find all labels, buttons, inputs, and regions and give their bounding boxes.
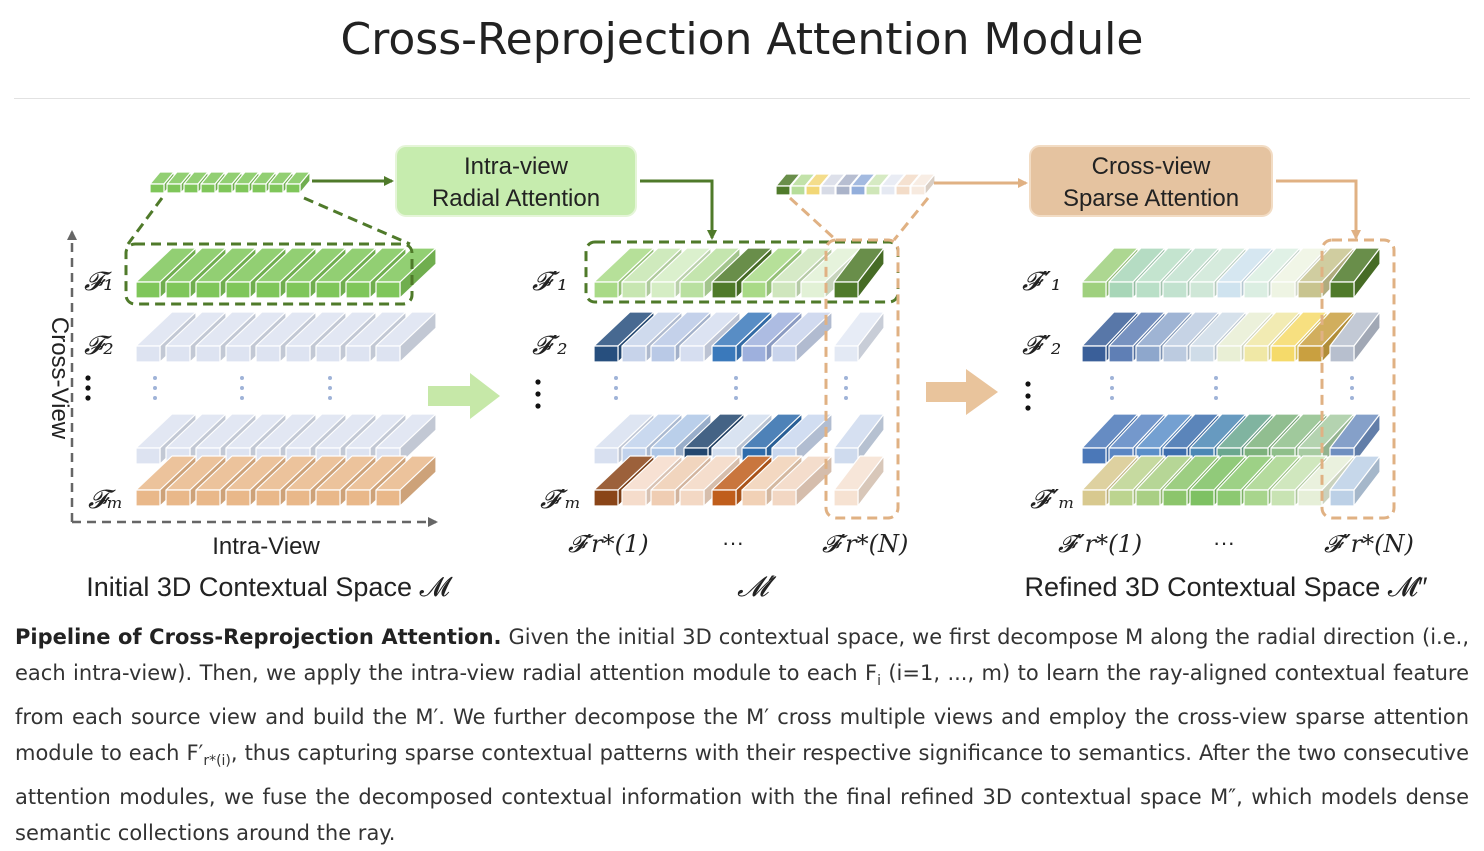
module1-line1: Intra-view — [464, 153, 569, 180]
stage1-f1-highlight — [124, 242, 414, 306]
title-divider — [14, 98, 1470, 99]
cross-view-axis-label: Cross-View — [46, 317, 73, 440]
pipeline-diagram: Cross-View Intra-View 𝓕₁ 𝓕₂ 𝓕ₘ Initial 3… — [46, 145, 1428, 603]
transition-arrow-orange — [926, 369, 998, 415]
intra-view-axis-label: Intra-View — [212, 533, 320, 560]
stage2-label-rN: 𝓕′r*(N) — [822, 530, 908, 558]
stage2-column-highlight — [824, 238, 900, 520]
stage3-label-f1: 𝓕″₁ — [1022, 267, 1061, 297]
module2-line2: Sparse Attention — [1063, 185, 1239, 212]
stage-initial-space: Cross-View Intra-View 𝓕₁ 𝓕₂ 𝓕ₘ Initial 3… — [46, 171, 453, 602]
stage1-label-f1: 𝓕₁ — [84, 267, 114, 297]
stage3-column-highlight — [1320, 238, 1396, 520]
caption-part-3: , thus capturing sparse contextual patte… — [15, 741, 1469, 846]
caption-part-2: (i=1, ..., m) to learn the ray-aligned c… — [15, 661, 1469, 766]
caption-lead: Pipeline of Cross-Reprojection Attention… — [15, 625, 502, 649]
stage1-row-fm — [135, 455, 437, 507]
arrow-module1-to-stage2 — [640, 179, 717, 240]
stage2-row-f2 — [593, 311, 885, 363]
stage3-label-rN: 𝓕″r*(N) — [1324, 530, 1414, 558]
stage2-feature-strip — [775, 173, 936, 196]
stage1-caption: Initial 3D Contextual Space 𝓜 — [86, 572, 453, 602]
stage1-row-f2 — [135, 311, 437, 363]
stage-intermediate-space: 𝓕′₁ 𝓕′₂ 𝓕′ₘ 𝓕′r*(1) ··· 𝓕′r*(N) 𝓜′ — [532, 173, 936, 603]
stage2-label-r1: 𝓕′r*(1) — [568, 530, 649, 558]
stage2-row-dots — [535, 379, 541, 409]
stage2-zoom-left — [788, 196, 838, 242]
module2-line1: Cross-view — [1092, 153, 1211, 180]
stage1-row-f1 — [135, 247, 437, 299]
figure-caption: Pipeline of Cross-Reprojection Attention… — [15, 619, 1469, 851]
stage3-label-f2: 𝓕″₂ — [1022, 331, 1061, 361]
stage2-caption: 𝓜′ — [737, 570, 777, 603]
stage3-vdots — [1110, 376, 1354, 400]
stage2-zoom-right — [892, 197, 930, 241]
intra-view-radial-attention-box: Intra-view Radial Attention — [395, 145, 637, 217]
stage1-feature-strip — [149, 171, 311, 194]
stage-refined-space: 𝓕″₁ 𝓕″₂ 𝓕″ₘ 𝓕″r*(1) ··· 𝓕″r*(N) Refined … — [1022, 238, 1428, 602]
stage1-label-f2: 𝓕₂ — [84, 331, 114, 361]
transition-arrow-green — [428, 373, 500, 419]
stage3-caption: Refined 3D Contextual Space 𝓜″ — [1024, 572, 1427, 602]
stage2-vdots — [614, 376, 848, 400]
stage3-row-blue — [1081, 413, 1381, 465]
page-title: Cross-Reprojection Attention Module — [340, 14, 1144, 65]
stage2-label-f1: 𝓕′₁ — [532, 267, 568, 297]
stage2-label-fm: 𝓕′ₘ — [540, 485, 581, 515]
stage2-row-f1 — [593, 247, 885, 299]
caption-part-1: Given the initial 3D contextual space, w… — [15, 625, 1469, 685]
stage2-label-f2: 𝓕′₂ — [532, 331, 568, 361]
stage3-label-fm: 𝓕″ₘ — [1030, 485, 1075, 515]
stage1-label-fm: 𝓕ₘ — [88, 485, 123, 515]
cross-view-sparse-attention-box: Cross-view Sparse Attention — [1029, 145, 1273, 217]
stage3-label-dots: ··· — [1213, 530, 1235, 555]
zoom-line-right — [303, 196, 411, 246]
module1-line2: Radial Attention — [432, 185, 600, 212]
arrow-module2-to-stage3 — [1276, 179, 1361, 240]
stage3-row-dots — [1025, 381, 1031, 411]
stage3-label-r1: 𝓕″r*(1) — [1058, 530, 1142, 558]
stage1-vdots — [153, 376, 332, 400]
stage3-row-fm — [1081, 455, 1381, 507]
zoom-line-left — [126, 197, 164, 245]
stage2-label-dots: ··· — [722, 530, 744, 555]
stage3-row-f2 — [1081, 311, 1381, 363]
caption-sub-r: r*(i) — [203, 753, 231, 770]
stage2-row-fm — [593, 455, 885, 507]
stage3-row-f1 — [1081, 247, 1381, 299]
caption-sub-i: i — [877, 673, 881, 690]
stage1-row-dots — [85, 375, 91, 401]
